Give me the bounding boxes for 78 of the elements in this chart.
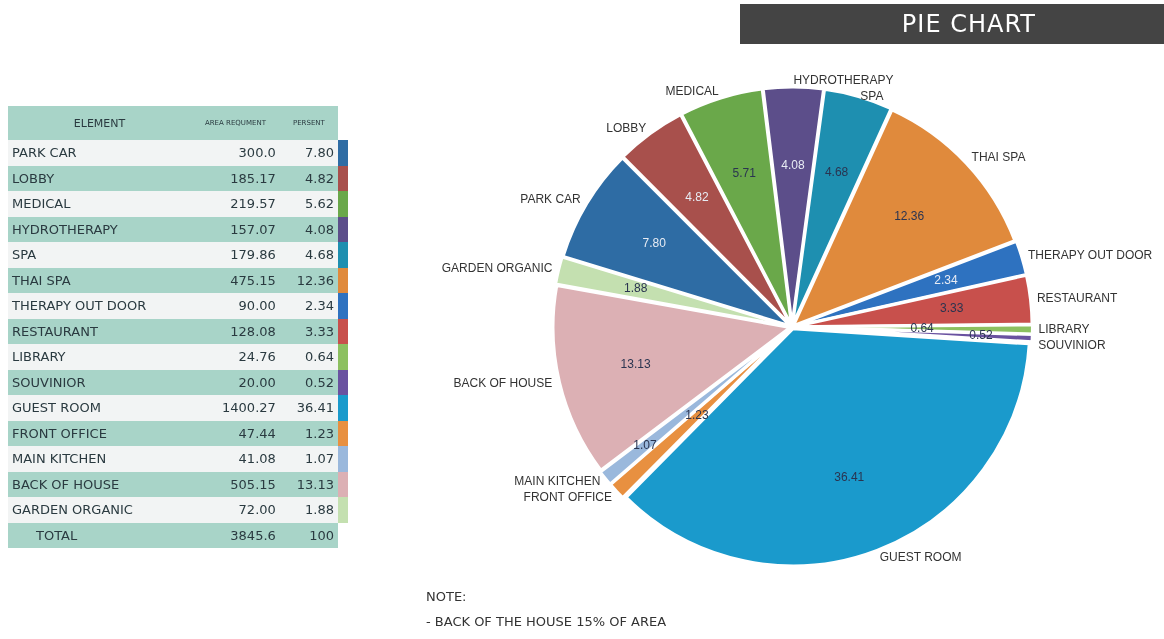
data-label: 20.00 — [191, 369, 280, 395]
data-label: 0.52 — [279, 369, 338, 395]
data-label: 1.23 — [279, 420, 338, 446]
slice-label: HYDROTHERAPY — [793, 72, 894, 87]
category-label: LOBBY — [8, 165, 192, 191]
slice-label: SOUVINIOR — [1038, 337, 1106, 352]
slice-label: LOBBY — [606, 120, 647, 135]
data-label: 1400.27 — [191, 395, 280, 421]
slice-label: RESTAURANT — [1036, 291, 1118, 306]
category-label: LIBRARY — [8, 344, 192, 370]
category-label: FRONT OFFICE — [8, 420, 192, 446]
data-label: 7.80 — [642, 236, 667, 251]
category-label: PARK CAR — [8, 140, 192, 166]
data-label: 157.07 — [191, 216, 280, 242]
slice-label: GUEST ROOM — [879, 549, 962, 564]
slice-label: SPA — [860, 88, 884, 103]
slice-label: THAI SPA — [971, 150, 1026, 165]
data-label: 41.08 — [191, 446, 280, 472]
slice-label: THERAPY OUT DOOR — [1028, 248, 1153, 263]
slice-label: FRONT OFFICE — [523, 490, 613, 505]
text: NOTE: — [426, 588, 468, 606]
text: 100 — [309, 527, 334, 543]
chart-title: PIE CHART — [740, 4, 1164, 44]
category-label: MAIN KITCHEN — [8, 446, 192, 472]
slice-label: LIBRARY — [1038, 321, 1090, 336]
data-label: 2.34 — [279, 293, 338, 319]
data-label: 4.82 — [279, 165, 338, 191]
slice-label: GARDEN ORGANIC — [441, 261, 553, 276]
data-label: 0.64 — [279, 344, 338, 370]
text: TOTAL — [8, 522, 192, 548]
data-label: 4.68 — [824, 164, 849, 179]
data-label: 5.71 — [732, 165, 757, 180]
data-label: 185.17 — [191, 165, 280, 191]
category-label: MEDICAL — [8, 191, 192, 217]
slice-label: BACK OF HOUSE — [453, 376, 553, 391]
data-label: 72.00 — [191, 497, 280, 523]
data-label: 12.36 — [279, 267, 338, 293]
data-label: 7.80 — [279, 140, 338, 166]
slice-label: PARK CAR — [520, 192, 582, 207]
data-label: 4.68 — [279, 242, 338, 268]
data-label: 4.82 — [685, 189, 709, 204]
data-label: 36.41 — [834, 469, 865, 484]
data-label: 2.34 — [934, 272, 958, 287]
data-label: 13.13 — [279, 471, 338, 497]
category-label: RESTAURANT — [8, 318, 192, 344]
data-label: 4.08 — [279, 216, 338, 242]
data-label: 475.15 — [191, 267, 280, 293]
category-label: GARDEN ORGANIC — [8, 497, 192, 523]
category-label: THERAPY OUT DOOR — [8, 293, 192, 319]
data-label: 1.88 — [279, 497, 338, 523]
data-label: 219.57 — [191, 191, 280, 217]
data-label: 128.08 — [191, 318, 280, 344]
category-label: BACK OF HOUSE — [8, 471, 192, 497]
data-label: 505.15 — [191, 471, 280, 497]
data-label: 90.00 — [191, 293, 280, 319]
data-label: 3.33 — [940, 300, 964, 315]
data-label: 5.62 — [279, 191, 338, 217]
text: - BACK OF THE HOUSE 15% OF AREA — [426, 613, 667, 631]
data-label: 12.36 — [894, 209, 925, 224]
category-label: HYDROTHERAPY — [8, 216, 192, 242]
data-label: 13.13 — [620, 356, 651, 371]
text: 3845.6 — [230, 527, 276, 543]
data-label: 47.44 — [191, 420, 280, 446]
data-label: 300.0 — [191, 140, 280, 166]
slice-label: MAIN KITCHEN — [514, 474, 601, 489]
text: ELEMENT — [8, 106, 192, 140]
data-label: 3.33 — [279, 318, 338, 344]
category-label: SOUVINIOR — [8, 369, 192, 395]
data-label: 1.07 — [279, 446, 338, 472]
data-label: 4.08 — [781, 158, 805, 173]
data-label: 24.76 — [191, 344, 280, 370]
category-label: SPA — [8, 242, 192, 268]
data-label: 36.41 — [279, 395, 338, 421]
category-label: THAI SPA — [8, 267, 192, 293]
category-label: GUEST ROOM — [8, 395, 192, 421]
slice-label: MEDICAL — [665, 83, 720, 98]
data-label: 1.88 — [624, 281, 648, 296]
data-label: 179.86 — [191, 242, 280, 268]
